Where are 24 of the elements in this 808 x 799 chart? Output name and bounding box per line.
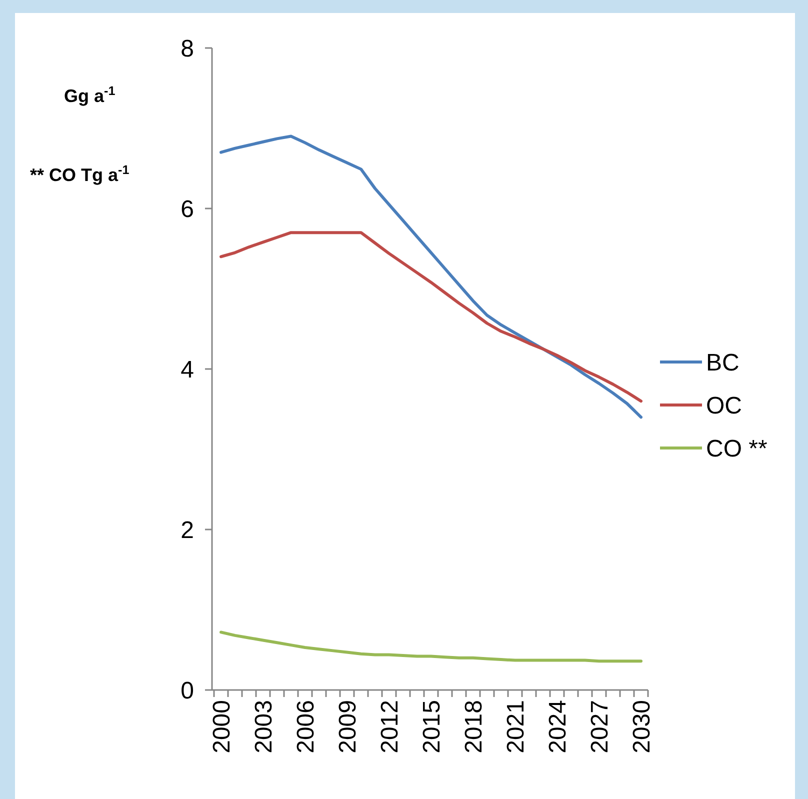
x-tick-label: 2000 [208,700,236,754]
x-tick-label: 2015 [418,700,446,754]
x-tick-label: 2009 [334,700,362,754]
y-tick-label: 8 [180,35,194,62]
legend-label: BC [706,349,740,376]
line-series [220,630,642,663]
y-tick-label: 6 [180,196,194,223]
y-tick-label: 4 [180,356,194,384]
x-tick-label: 2012 [376,700,404,754]
x-tick-label: 2003 [250,700,278,754]
x-tick-label: 2027 [586,700,614,754]
y-axis-title: Gg a$^{-1}$ [64,84,116,106]
x-tick-label: 2006 [292,700,320,754]
y-tick-label: 2 [180,516,194,544]
line-series [220,231,642,403]
x-tick-label: 2024 [544,700,572,754]
x-tick-label: 2021 [502,700,530,754]
x-tick-label: 2018 [460,700,488,754]
legend-label: CO ** [706,435,768,462]
text: ** CO Tg a$^{-1}$ [30,163,130,185]
x-tick-label: 2030 [628,700,656,754]
legend-label: OC [706,392,742,420]
y-tick-label: 0 [180,677,194,704]
line-series [220,134,642,419]
